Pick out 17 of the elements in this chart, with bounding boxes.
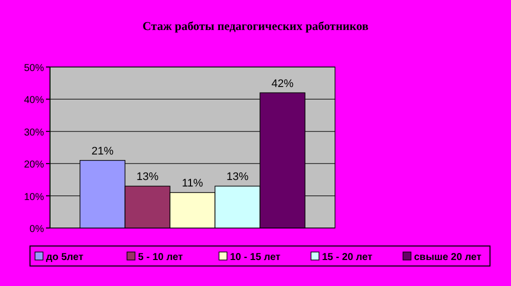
- data-label: 13%: [136, 171, 159, 184]
- data-label: 11%: [182, 178, 204, 190]
- y-tick-label: 40%: [24, 95, 44, 106]
- chart-title: Стаж работы педагогических работников: [142, 19, 369, 33]
- y-tick-label: 10%: [24, 192, 44, 203]
- legend-label: свыше 20 лет: [414, 252, 482, 263]
- y-tick-label: 20%: [24, 160, 44, 171]
- y-tick-label: 30%: [24, 127, 44, 138]
- legend-label: до 5лет: [46, 252, 84, 263]
- data-label: 21%: [91, 145, 114, 158]
- legend-label: 10 - 15 лет: [230, 252, 281, 263]
- legend-label: 5 - 10 лет: [138, 252, 183, 263]
- data-label: 42%: [271, 78, 294, 90]
- legend-label: 15 - 20 лет: [322, 252, 373, 263]
- y-tick-label: 0%: [30, 224, 44, 235]
- y-tick-label: 50%: [24, 63, 44, 74]
- data-label: 13%: [226, 171, 249, 184]
